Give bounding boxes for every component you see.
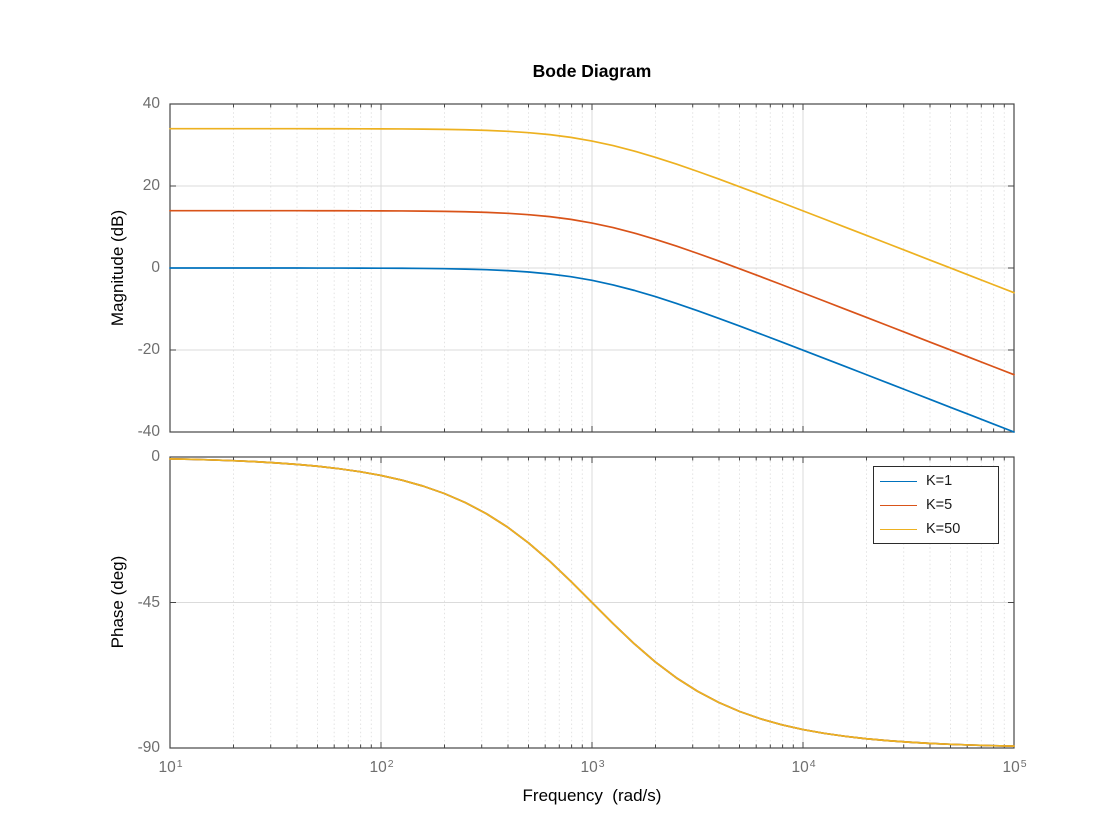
y-tick-label: -90 [137,739,160,756]
x-tick-label: 105 [1002,758,1027,777]
legend-line-swatch-k1 [880,480,917,482]
legend-item-k50: K=50 [874,517,998,541]
y-tick-label: -40 [137,423,160,440]
y-tick-label: 20 [142,177,160,194]
y-tick-label: 0 [151,448,160,465]
magnitude-curve-2 [169,209,1015,376]
legend-line-swatch-k5 [880,504,917,506]
x-tick-label: 101 [158,758,183,777]
y-tick-label: -20 [137,341,160,358]
legend-item-k5: K=5 [874,493,998,517]
y-tick-label: 0 [151,259,160,276]
legend-label-k5: K=5 [926,497,953,513]
legend-label-k1: K=1 [926,473,953,489]
y-tick-label: 40 [142,95,160,112]
x-axis-label: Frequency (rad/s) [522,786,662,805]
chart-title: Bode Diagram [532,61,652,81]
x-tick-label: 103 [580,758,605,777]
legend: K=1 K=5 K=50 [873,466,999,544]
magnitude-curve-1 [169,267,1015,433]
x-tick-label: 102 [369,758,394,777]
legend-item-k1: K=1 [874,469,998,493]
legend-line-swatch-k50 [880,528,917,530]
phase-curve-3 [169,458,1015,748]
magnitude-curve-3 [169,127,1015,294]
x-tick-label: 104 [791,758,816,777]
legend-label-k50: K=50 [926,521,961,537]
y-tick-label: -45 [137,593,160,611]
